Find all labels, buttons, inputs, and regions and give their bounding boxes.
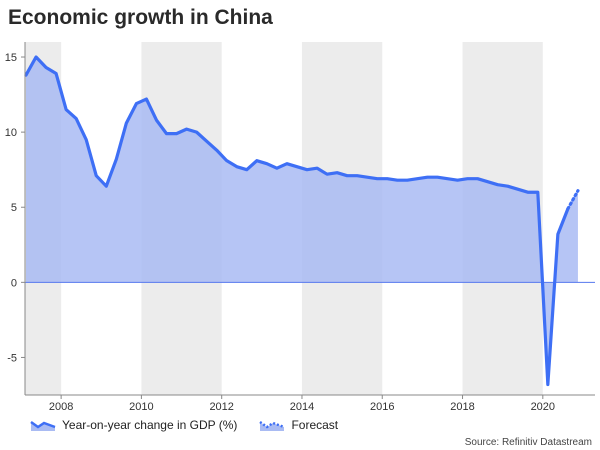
legend-label-gdp: Year-on-year change in GDP (%) xyxy=(62,418,238,432)
source-note: Source: Refinitiv Datastream xyxy=(464,437,592,448)
y-tick-label: 0 xyxy=(11,277,17,289)
y-axis-ticks: 15 10 5 0 -5 xyxy=(5,52,25,364)
x-axis-ticks: 2008 2010 2012 2014 2016 2018 2020 xyxy=(49,395,555,410)
x-tick-label: 2018 xyxy=(450,401,474,410)
legend-label-forecast: Forecast xyxy=(291,418,339,432)
x-tick-label: 2008 xyxy=(49,401,73,410)
x-tick-label: 2020 xyxy=(531,401,555,410)
legend-swatch-gdp xyxy=(30,420,56,431)
chart-area: 15 10 5 0 -5 2008 2010 2012 2014 2016 2018 2020 xyxy=(5,42,595,410)
x-tick-label: 2014 xyxy=(290,401,314,410)
series-line-1 xyxy=(566,189,580,211)
y-tick-label: 15 xyxy=(5,52,17,64)
area-fill xyxy=(26,57,578,385)
series-lines xyxy=(24,55,580,387)
x-tick-label: 2012 xyxy=(209,401,233,410)
chart-title: Economic growth in China xyxy=(8,6,273,29)
x-tick-label: 2016 xyxy=(370,401,394,410)
legend-item-gdp: Year-on-year change in GDP (%) xyxy=(30,418,237,432)
legend-swatch-forecast xyxy=(259,420,285,431)
legend: Year-on-year change in GDP (%) Forecast xyxy=(30,418,360,432)
area-fill-path xyxy=(26,57,578,385)
x-tick-label: 2010 xyxy=(129,401,153,410)
legend-item-forecast: Forecast xyxy=(259,418,338,432)
y-tick-label: 10 xyxy=(5,127,17,139)
y-tick-label: 5 xyxy=(11,202,17,214)
y-tick-label: -5 xyxy=(7,352,17,364)
